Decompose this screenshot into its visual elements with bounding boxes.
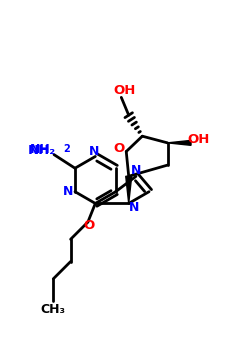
Text: OH: OH	[114, 84, 136, 97]
Text: N: N	[63, 185, 73, 198]
Text: CH₃: CH₃	[41, 303, 66, 316]
Text: 2: 2	[63, 144, 70, 154]
Text: N: N	[89, 145, 99, 158]
Polygon shape	[168, 140, 191, 145]
Text: NH: NH	[30, 143, 50, 156]
Text: N: N	[129, 201, 139, 214]
Text: OH: OH	[188, 133, 210, 146]
Text: NH₂: NH₂	[28, 144, 56, 157]
Polygon shape	[126, 176, 132, 203]
Text: O: O	[84, 219, 95, 232]
Text: O: O	[114, 142, 125, 155]
Text: N: N	[131, 164, 141, 177]
